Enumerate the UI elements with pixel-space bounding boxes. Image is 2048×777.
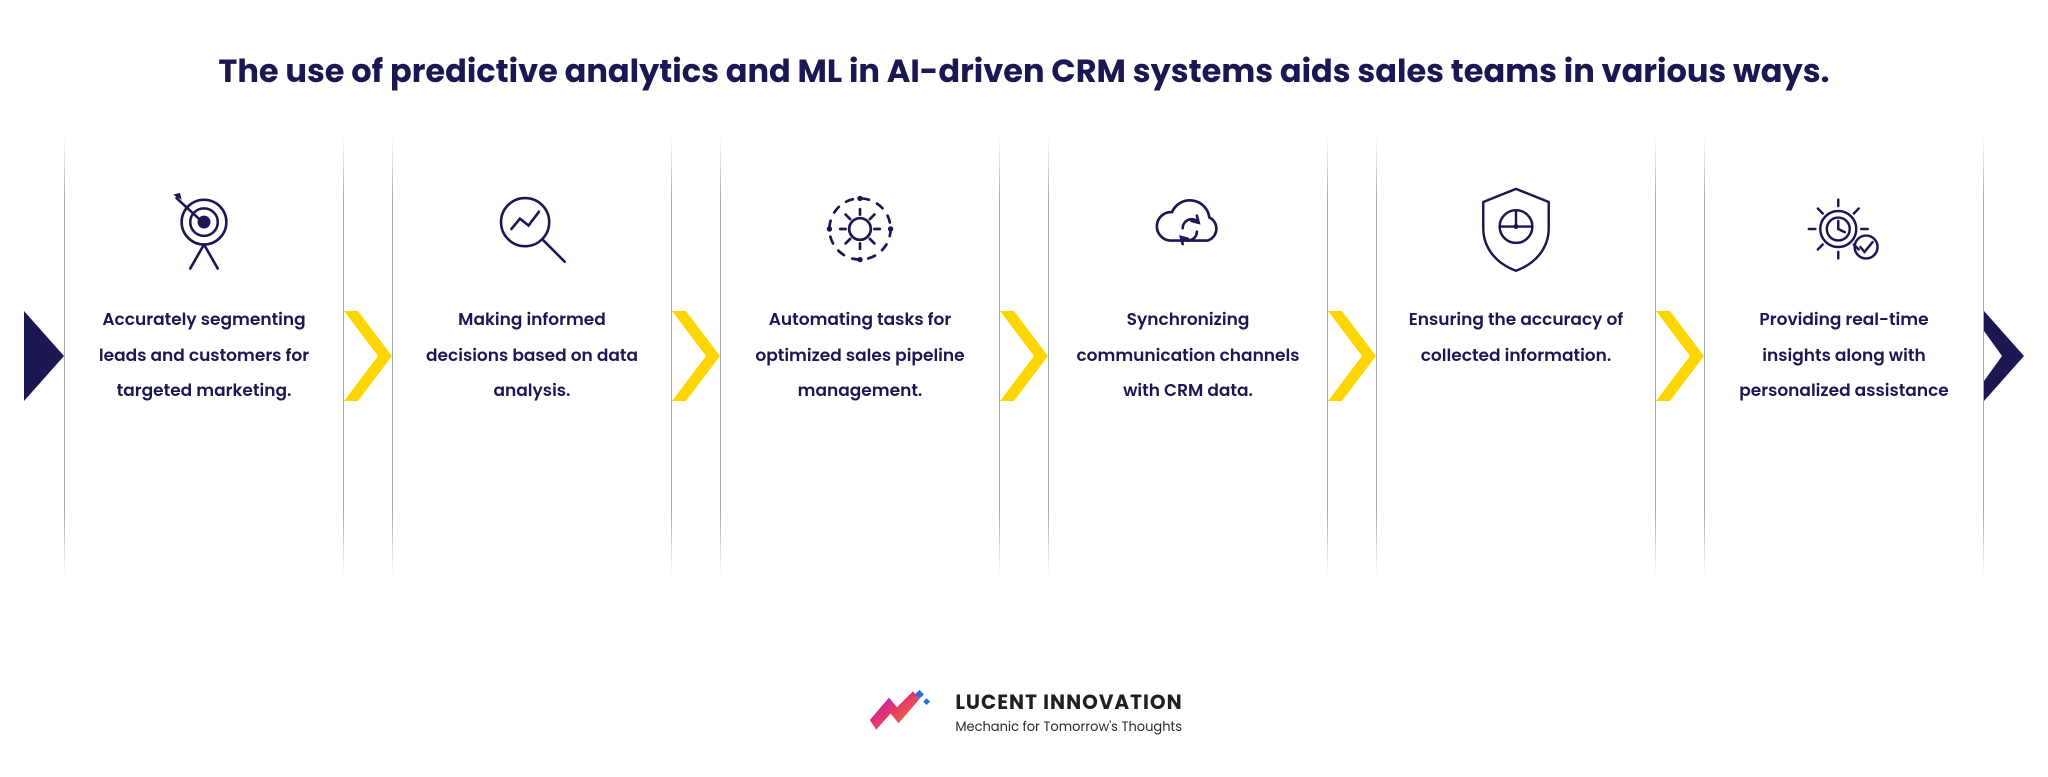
arrow-end-icon [1984, 311, 2024, 401]
realtime-insight-icon [1799, 184, 1889, 274]
benefit-caption: Ensuring the accuracy of collected infor… [1376, 302, 1656, 373]
separator-chevron [1656, 136, 1704, 576]
benefit-caption: Automating tasks for optimized sales pip… [720, 302, 1000, 409]
arrow-start-icon [24, 311, 64, 401]
row-end-arrow [1984, 136, 2024, 576]
chevron-right-icon [672, 311, 720, 401]
shield-accuracy-icon [1471, 184, 1561, 274]
brand-logo-icon [865, 687, 937, 737]
chevron-right-icon [344, 311, 392, 401]
footer-brand-block: LUCENT INNOVATION Mechanic for Tomorrow'… [0, 687, 2048, 737]
benefit-caption: Accurately segmenting leads and customer… [64, 302, 344, 409]
target-icon [159, 184, 249, 274]
page-title: The use of predictive analytics and ML i… [0, 0, 2048, 136]
row-start-arrow [24, 136, 64, 576]
separator-chevron [672, 136, 720, 576]
benefit-card: Ensuring the accuracy of collected infor… [1376, 136, 1656, 576]
chevron-right-icon [1328, 311, 1376, 401]
chevron-right-icon [1656, 311, 1704, 401]
analysis-icon [487, 184, 577, 274]
benefit-caption: Synchronizing communication channels wit… [1048, 302, 1328, 409]
separator-chevron [1328, 136, 1376, 576]
footer-tagline: Mechanic for Tomorrow's Thoughts [955, 717, 1182, 737]
separator-chevron [1000, 136, 1048, 576]
separator-chevron [344, 136, 392, 576]
footer-brand-name: LUCENT INNOVATION [955, 687, 1182, 717]
benefit-card: Providing real-time insights along with … [1704, 136, 1984, 576]
benefits-row: Accurately segmenting leads and customer… [0, 136, 2048, 576]
benefit-card: Accurately segmenting leads and customer… [64, 136, 344, 576]
chevron-right-icon [1000, 311, 1048, 401]
benefit-card: Synchronizing communication channels wit… [1048, 136, 1328, 576]
benefit-caption: Making informed decisions based on data … [392, 302, 672, 409]
benefit-card: Automating tasks for optimized sales pip… [720, 136, 1000, 576]
cloud-sync-icon [1143, 184, 1233, 274]
automation-icon [815, 184, 905, 274]
benefit-caption: Providing real-time insights along with … [1704, 302, 1984, 409]
benefit-card: Making informed decisions based on data … [392, 136, 672, 576]
